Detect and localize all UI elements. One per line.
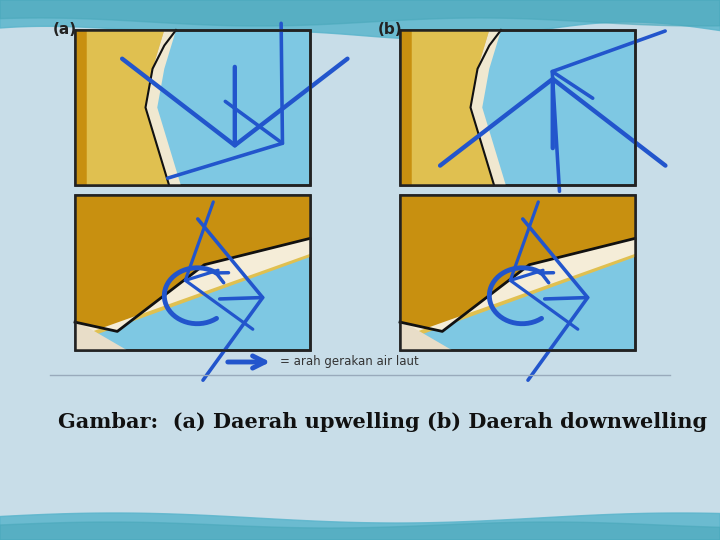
Bar bbox=[400, 195, 635, 350]
Polygon shape bbox=[145, 30, 181, 185]
Bar bbox=[400, 195, 635, 350]
Polygon shape bbox=[400, 195, 635, 332]
Text: (b): (b) bbox=[378, 22, 402, 37]
Bar bbox=[75, 30, 310, 185]
Polygon shape bbox=[75, 238, 310, 338]
Polygon shape bbox=[412, 30, 494, 185]
Polygon shape bbox=[86, 30, 169, 185]
Text: = arah gerakan air laut: = arah gerakan air laut bbox=[280, 355, 419, 368]
Polygon shape bbox=[400, 238, 635, 342]
Text: (a): (a) bbox=[53, 22, 77, 37]
Bar bbox=[75, 195, 310, 350]
Polygon shape bbox=[400, 30, 499, 185]
Polygon shape bbox=[75, 322, 127, 350]
Polygon shape bbox=[400, 238, 635, 338]
Bar bbox=[75, 195, 310, 350]
Text: Gambar:  (a) Daerah upwelling (b) Daerah downwelling: Gambar: (a) Daerah upwelling (b) Daerah … bbox=[58, 412, 707, 432]
Polygon shape bbox=[75, 30, 174, 185]
Polygon shape bbox=[75, 195, 310, 332]
Bar bbox=[400, 30, 635, 185]
Polygon shape bbox=[400, 322, 451, 350]
Polygon shape bbox=[75, 238, 310, 342]
Bar bbox=[400, 30, 635, 185]
Polygon shape bbox=[470, 30, 505, 185]
Bar bbox=[75, 30, 310, 185]
